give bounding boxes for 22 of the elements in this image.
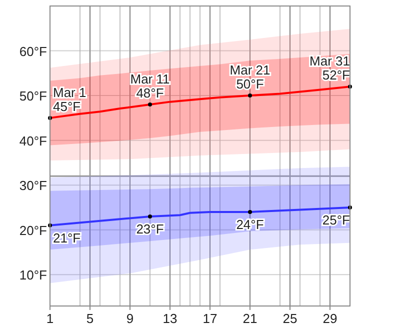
data-label: Mar 1 45°F bbox=[53, 84, 86, 114]
data-label: Mar 21 50°F bbox=[230, 62, 270, 92]
data-label: 24°F bbox=[236, 216, 264, 232]
x-tick-label: 25 bbox=[282, 311, 298, 326]
x-tick-label: 13 bbox=[162, 311, 178, 326]
x-tick-label: 21 bbox=[242, 311, 258, 326]
y-tick-label: 20°F bbox=[19, 222, 48, 238]
x-tick-label: 5 bbox=[86, 311, 94, 326]
y-tick-label: 10°F bbox=[19, 268, 48, 283]
data-label: 23°F bbox=[136, 221, 164, 236]
data-label: 21°F bbox=[53, 230, 81, 246]
y-tick-label: 50°F bbox=[19, 88, 48, 104]
data-label: Mar 31 52°F bbox=[310, 54, 350, 83]
x-tick-label: 9 bbox=[126, 311, 134, 326]
y-tick-label: 30°F bbox=[19, 178, 48, 194]
data-label: Mar 11 48°F bbox=[130, 72, 170, 101]
x-tick-label: 29 bbox=[322, 311, 338, 326]
data-label: 25°F bbox=[322, 212, 350, 228]
x-tick-label: 17 bbox=[202, 311, 218, 326]
y-tick-label: 40°F bbox=[19, 133, 48, 148]
x-tick-label: 1 bbox=[46, 311, 54, 326]
y-tick-label: 60°F bbox=[19, 44, 48, 59]
